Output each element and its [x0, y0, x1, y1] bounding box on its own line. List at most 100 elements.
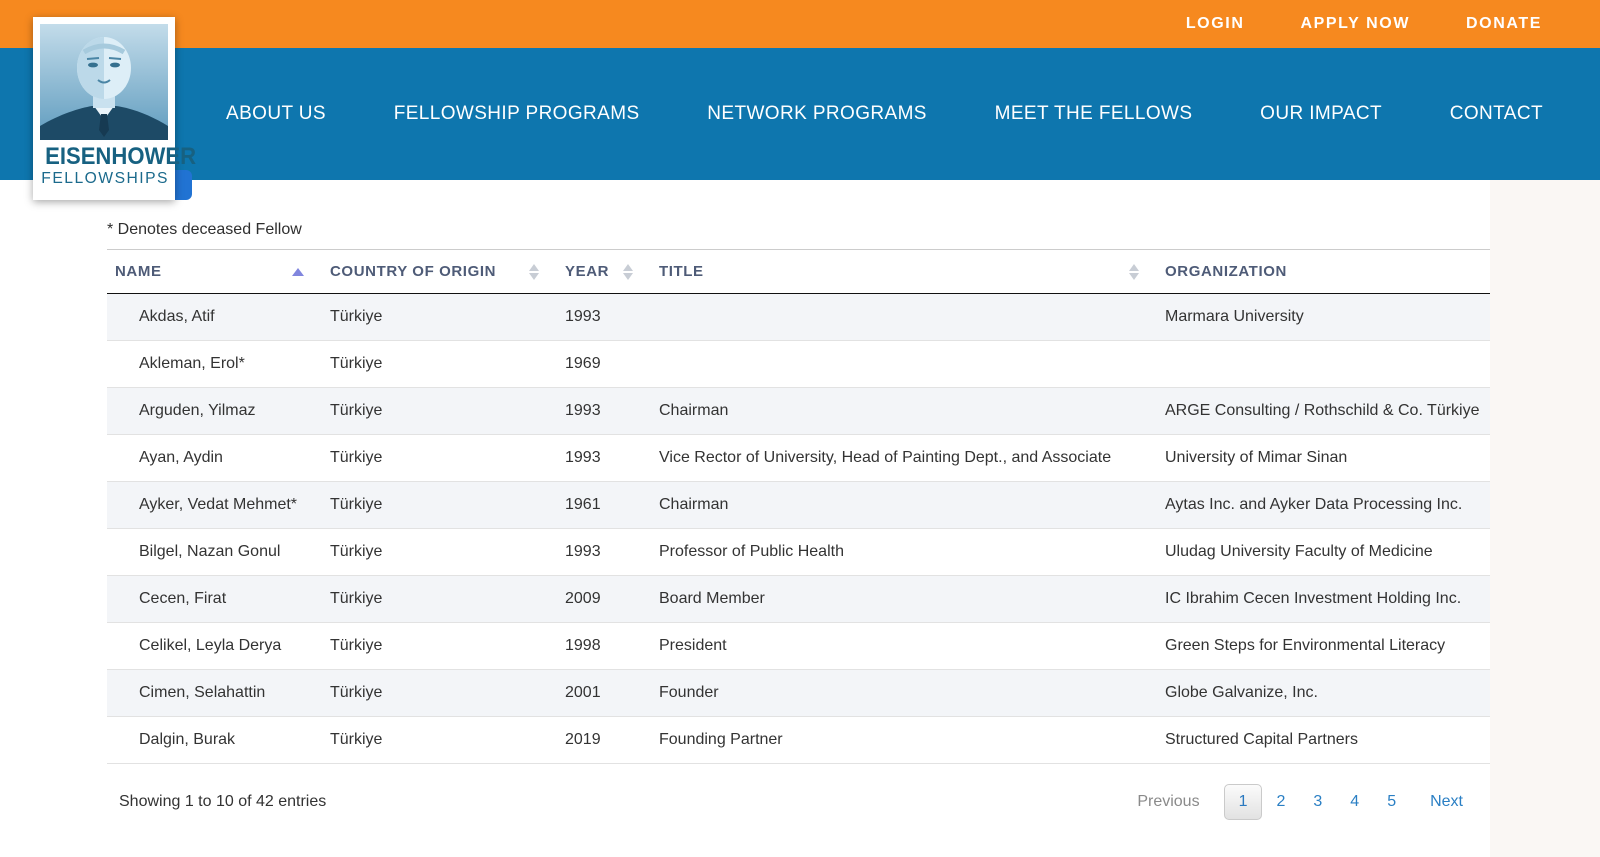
cell-name: Celikel, Leyla Derya [139, 637, 282, 654]
table-row: Ayan, Aydin Türkiye 1993 Vice Rector of … [107, 434, 1490, 482]
column-header-label: YEAR [565, 263, 610, 280]
cell-year: 2001 [565, 684, 601, 701]
cell-year: 1993 [565, 308, 601, 325]
fellows-table-wrap: NAME COUNTRY OF ORIGIN [107, 249, 1490, 764]
table-row: Akdas, Atif Türkiye 1993 Marmara Univers… [107, 293, 1490, 341]
nav-item[interactable]: OUR IMPACT [1260, 103, 1383, 124]
column-header-label: COUNTRY OF ORIGIN [330, 263, 497, 280]
cell-organization [1157, 341, 1490, 388]
cell-year: 1993 [565, 449, 601, 466]
nav-item[interactable]: ABOUT US [226, 103, 326, 124]
cell-name: Akdas, Atif [139, 308, 215, 325]
pagination-page[interactable]: 4 [1350, 793, 1360, 810]
logo-wordmark-line1: EISENHOWER [45, 143, 197, 170]
cell-country: Türkiye [330, 449, 383, 466]
nav-item[interactable]: MEET THE FELLOWS [994, 103, 1193, 124]
cell-title: President [659, 637, 727, 654]
sort-both-icon [529, 263, 539, 280]
cell-organization: Uludag University Faculty of Medicine [1165, 543, 1433, 560]
logo-wordmark-line2: FELLOWSHIPS [41, 170, 169, 188]
column-header-label: NAME [115, 263, 162, 280]
column-header[interactable]: ORGANIZATION [1157, 249, 1490, 294]
table-row: Arguden, Yilmaz Türkiye 1993 Chairman AR… [107, 387, 1490, 435]
cell-organization: University of Mimar Sinan [1165, 449, 1348, 466]
pagination-page[interactable]: 2 [1276, 793, 1286, 810]
pagination-page-current[interactable]: 1 [1223, 784, 1263, 820]
cell-organization: Structured Capital Partners [1165, 731, 1358, 748]
table-row: Celikel, Leyla Derya Türkiye 1998 Presid… [107, 622, 1490, 670]
top-utility-bar: LOGIN APPLY NOW DONATE [0, 0, 1600, 48]
cell-country: Türkiye [330, 684, 383, 701]
cell-name: Cimen, Selahattin [139, 684, 266, 701]
cell-name: Arguden, Yilmaz [139, 402, 256, 419]
cell-year: 1961 [565, 496, 601, 513]
pagination: Previous 1 2 3 4 5 Next [1125, 784, 1490, 820]
table-row: Cecen, Firat Türkiye 2009 Board Member I… [107, 575, 1490, 623]
cell-country: Türkiye [330, 496, 383, 513]
table-row: Dalgin, Burak Türkiye 2019 Founding Part… [107, 716, 1490, 764]
page-content: * Denotes deceased Fellow NAME [0, 180, 1490, 857]
cell-organization: ARGE Consulting / Rothschild & Co. Türki… [1165, 402, 1480, 419]
cell-title: Founding Partner [659, 731, 783, 748]
topbar-link[interactable]: LOGIN [1185, 15, 1245, 32]
table-row: Akleman, Erol* Türkiye 1969 [107, 340, 1490, 388]
nav-item[interactable]: CONTACT [1449, 103, 1543, 124]
cell-title: Founder [659, 684, 719, 701]
sort-both-icon [623, 263, 633, 280]
cell-organization: Aytas Inc. and Ayker Data Processing Inc… [1165, 496, 1463, 513]
column-header-label: TITLE [659, 263, 704, 280]
cell-year: 2009 [565, 590, 601, 607]
table-header-row: NAME COUNTRY OF ORIGIN [107, 249, 1490, 294]
column-header-label: ORGANIZATION [1165, 263, 1287, 280]
main-navbar: ABOUT US FELLOWSHIP PROGRAMS NETWORK PRO… [0, 48, 1600, 180]
cell-organization: IC Ibrahim Cecen Investment Holding Inc. [1165, 590, 1462, 607]
eisenhower-portrait-image [40, 24, 168, 140]
pagination-previous[interactable]: Previous [1137, 793, 1200, 810]
cell-year: 2019 [565, 731, 601, 748]
cell-name: Ayan, Aydin [139, 449, 223, 466]
table-row: Ayker, Vedat Mehmet* Türkiye 1961 Chairm… [107, 481, 1490, 529]
sort-both-icon [1129, 263, 1139, 280]
entries-status: Showing 1 to 10 of 42 entries [119, 793, 327, 810]
nav-items: ABOUT US FELLOWSHIP PROGRAMS NETWORK PRO… [0, 103, 1600, 125]
cell-name: Ayker, Vedat Mehmet* [139, 496, 298, 513]
cell-title: Professor of Public Health [659, 543, 844, 560]
cell-name: Dalgin, Burak [139, 731, 236, 748]
table-body: Akdas, Atif Türkiye 1993 Marmara Univers… [107, 293, 1490, 764]
cell-year: 1993 [565, 543, 601, 560]
eisenhower-fellowships-logo[interactable]: EISENHOWER FELLOWSHIPS [33, 17, 197, 200]
deceased-fellow-note: * Denotes deceased Fellow [107, 221, 302, 238]
cell-title [651, 294, 1157, 341]
cell-name: Akleman, Erol* [139, 355, 245, 372]
nav-item[interactable]: NETWORK PROGRAMS [707, 103, 927, 124]
pagination-page[interactable]: 3 [1313, 793, 1323, 810]
cell-organization: Green Steps for Environmental Literacy [1165, 637, 1446, 654]
column-header[interactable]: COUNTRY OF ORIGIN [322, 249, 557, 294]
cell-country: Türkiye [330, 308, 383, 325]
cell-title: Chairman [659, 402, 729, 419]
nav-item[interactable]: FELLOWSHIP PROGRAMS [393, 103, 640, 124]
cell-title: Chairman [659, 496, 729, 513]
column-header[interactable]: NAME [107, 249, 322, 294]
column-header[interactable]: TITLE [651, 249, 1157, 294]
topbar-link[interactable]: DONATE [1466, 15, 1542, 32]
fellows-table: NAME COUNTRY OF ORIGIN [107, 249, 1490, 764]
cell-organization: Globe Galvanize, Inc. [1165, 684, 1318, 701]
cell-title: Vice Rector of University, Head of Paint… [659, 449, 1112, 466]
cell-name: Bilgel, Nazan Gonul [139, 543, 281, 560]
pagination-next[interactable]: Next [1430, 793, 1463, 810]
cell-country: Türkiye [330, 355, 383, 372]
table-footer: Showing 1 to 10 of 42 entries Previous 1… [107, 764, 1490, 820]
topbar-link[interactable]: APPLY NOW [1300, 15, 1411, 32]
cell-name: Cecen, Firat [139, 590, 227, 607]
sort-ascending-icon [292, 267, 304, 276]
cell-year: 1993 [565, 402, 601, 419]
cell-country: Türkiye [330, 590, 383, 607]
pagination-page[interactable]: 5 [1387, 793, 1397, 810]
cell-title [651, 341, 1157, 388]
cell-title: Board Member [659, 590, 765, 607]
cell-organization: Marmara University [1165, 308, 1304, 325]
cell-country: Türkiye [330, 637, 383, 654]
column-header[interactable]: YEAR [557, 249, 651, 294]
cell-year: 1998 [565, 637, 601, 654]
